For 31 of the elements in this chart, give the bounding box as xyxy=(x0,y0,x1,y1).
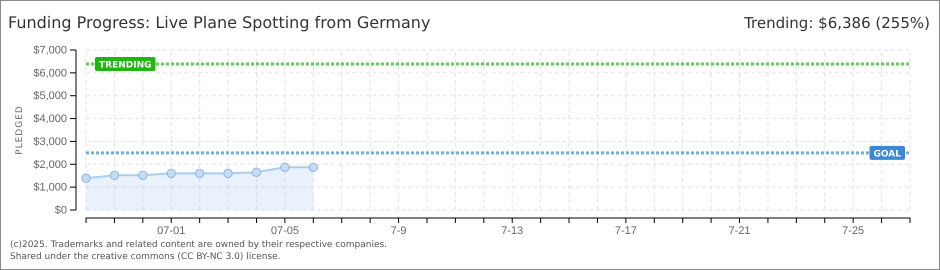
point xyxy=(194,168,204,178)
point xyxy=(138,170,148,180)
y-tick-label: $1,000 xyxy=(33,182,67,194)
x-tick-label: 7-21 xyxy=(728,224,751,237)
x-tick-label: 7-25 xyxy=(842,224,864,237)
chart-title: Funding Progress: Live Plane Spotting from Germany xyxy=(8,13,430,32)
x-tick-label: 7-9 xyxy=(390,224,407,237)
point xyxy=(223,168,233,178)
text: (c)2025. Trademarks and related content are owned by their respective companies. xyxy=(10,240,388,250)
point xyxy=(252,168,262,177)
y-tick-label: $2,000 xyxy=(33,158,67,171)
x-tick-label: 07-01 xyxy=(157,224,186,237)
point xyxy=(81,174,91,183)
point xyxy=(110,170,120,180)
ref-line-label: TRENDING xyxy=(99,60,152,71)
y-tick-label: $6,000 xyxy=(33,67,67,80)
y-tick-label: $0 xyxy=(54,204,67,217)
ref-line-label: GOAL xyxy=(874,149,902,160)
x-tick-label: 7-17 xyxy=(614,224,637,237)
y-tick-label: $7,000 xyxy=(33,44,67,57)
x-tick-label: 07-05 xyxy=(270,224,299,237)
point xyxy=(166,168,176,178)
point xyxy=(308,162,318,172)
chart-subtitle: Trending: $6,386 (255%) xyxy=(743,14,930,32)
y-tick-label: $5,000 xyxy=(33,90,67,102)
y-tick-label: $3,000 xyxy=(33,136,67,148)
y-tick-label: $4,000 xyxy=(33,113,67,126)
text: Shared under the creative commons (CC BY-NC 3.0) license. xyxy=(10,252,281,262)
x-tick-label: 7-13 xyxy=(501,224,524,237)
y-axis-title: PLEDGED xyxy=(15,105,25,155)
point xyxy=(280,162,290,172)
